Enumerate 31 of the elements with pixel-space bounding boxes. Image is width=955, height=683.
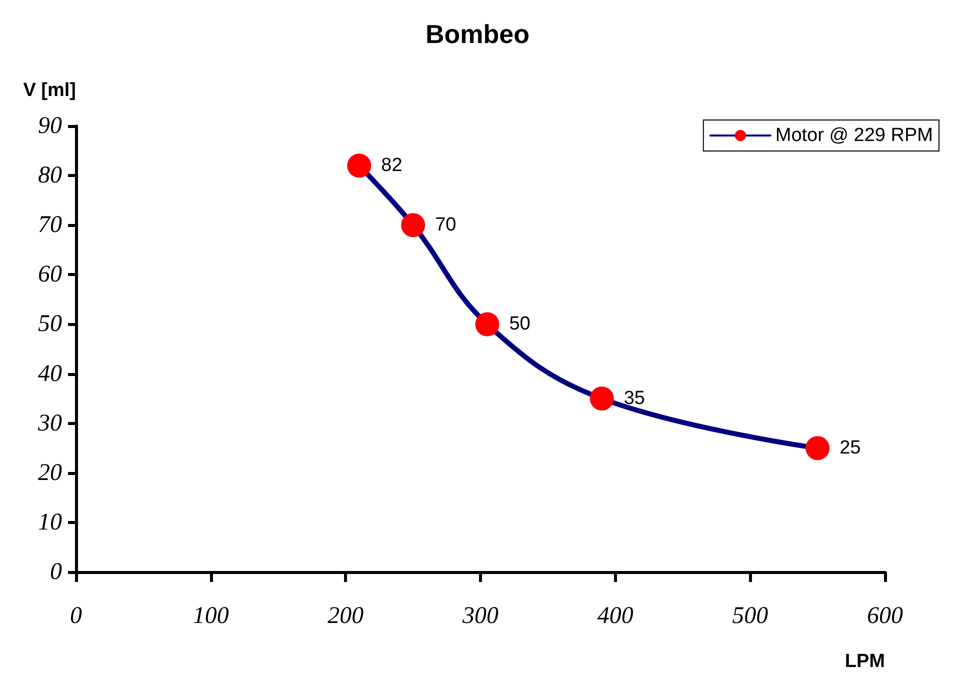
- legend-label: Motor @ 229 RPM: [775, 125, 934, 146]
- x-axis-title: LPM: [844, 651, 885, 672]
- y-axis-title: V [ml]: [23, 80, 76, 101]
- x-tick-label: 300: [462, 603, 498, 629]
- x-tick-label: 500: [732, 603, 768, 629]
- point: [475, 312, 500, 336]
- x-tick-label: 0: [70, 603, 82, 629]
- y-tick-label: 30: [37, 410, 62, 436]
- y-tick-label: 90: [38, 113, 62, 139]
- data-label: 50: [509, 314, 530, 335]
- data-label: 25: [840, 438, 861, 459]
- data-label: 82: [381, 155, 402, 176]
- point: [806, 436, 830, 460]
- y-tick-label: 10: [38, 509, 62, 536]
- point: [590, 386, 614, 411]
- y-tick-label: 20: [38, 460, 62, 486]
- y-tick-label: 40: [38, 360, 62, 387]
- x-tick-label: 200: [328, 603, 364, 629]
- chart-title: Bombeo: [426, 19, 530, 49]
- y-tick-label: 50: [38, 311, 62, 338]
- y-tick-label: 60: [38, 262, 62, 288]
- x-tick-label: 400: [597, 603, 634, 629]
- y-tick-label: 0: [50, 559, 62, 585]
- y-tick-label: 80: [38, 162, 62, 189]
- point: [401, 213, 426, 238]
- x-tick-label: 100: [192, 603, 229, 629]
- data-label: 35: [624, 388, 645, 410]
- y-tick-label: 70: [38, 212, 62, 238]
- data-label: 70: [435, 214, 456, 236]
- x-tick-label: 600: [867, 603, 903, 629]
- point: [347, 154, 372, 178]
